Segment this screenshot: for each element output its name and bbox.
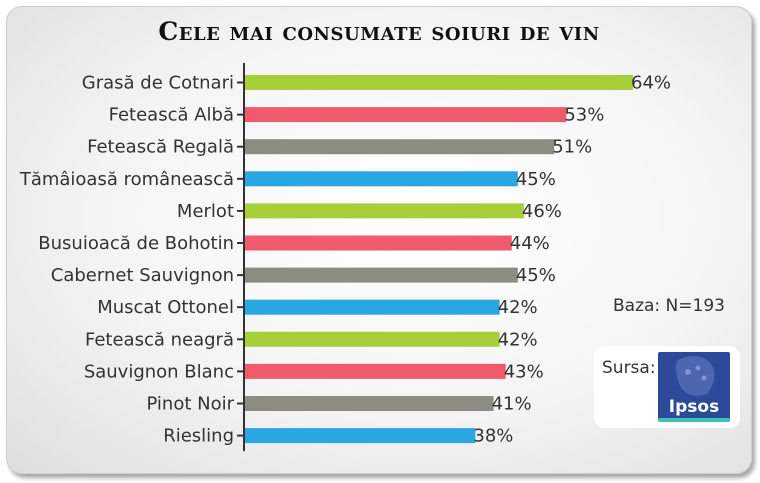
value-label: 53% bbox=[564, 105, 604, 126]
category-label: Merlot bbox=[177, 201, 234, 222]
logo-accent-bar bbox=[658, 418, 730, 422]
bar bbox=[245, 267, 518, 283]
category-label: Fetească Regală bbox=[87, 137, 234, 158]
chart-card: Cele mai consumate soiuri de vin Grasă d… bbox=[6, 6, 752, 474]
category-label: Tămâioasă românească bbox=[19, 169, 234, 190]
category-label: Busuioacă de Bohotin bbox=[38, 233, 234, 254]
bar bbox=[245, 363, 506, 379]
bar bbox=[245, 75, 633, 90]
value-label: 64% bbox=[631, 73, 671, 94]
ipsos-logo: Ipsos bbox=[658, 352, 730, 422]
bar bbox=[245, 299, 500, 315]
category-label: Pinot Noir bbox=[146, 394, 234, 415]
value-label: 38% bbox=[473, 426, 513, 447]
value-label: 41% bbox=[492, 394, 532, 415]
category-label: Cabernet Sauvignon bbox=[51, 265, 234, 286]
bar bbox=[245, 139, 555, 155]
category-label: Grasă de Cotnari bbox=[82, 73, 234, 94]
category-label: Fetească Albă bbox=[109, 105, 234, 126]
source-box: Sursa: Ipsos bbox=[594, 346, 740, 428]
value-label: 45% bbox=[516, 169, 556, 190]
bar bbox=[245, 331, 500, 347]
value-label: 44% bbox=[510, 233, 550, 254]
logo-text: Ipsos bbox=[668, 397, 720, 417]
bar bbox=[245, 107, 567, 123]
bar bbox=[245, 428, 476, 444]
category-label: Muscat Ottonel bbox=[97, 297, 234, 318]
value-label: 45% bbox=[516, 265, 556, 286]
value-label: 42% bbox=[498, 329, 538, 350]
value-label: 51% bbox=[552, 137, 592, 158]
chart-title: Cele mai consumate soiuri de vin bbox=[158, 17, 600, 46]
bar bbox=[245, 203, 524, 219]
category-label: Fetească neagră bbox=[85, 329, 234, 350]
value-label: 43% bbox=[504, 361, 544, 382]
bar-chart: Grasă de Cotnari 64% Fetească Albă 53% Fetea… bbox=[19, 63, 671, 452]
category-label: Sauvignon Blanc bbox=[84, 361, 234, 382]
value-label: 46% bbox=[522, 201, 562, 222]
sample-base-note: Baza: N=193 bbox=[613, 296, 725, 316]
bar bbox=[245, 171, 518, 187]
bar bbox=[245, 235, 512, 251]
category-label: Riesling bbox=[163, 426, 234, 447]
bar bbox=[245, 396, 494, 411]
source-label: Sursa: bbox=[602, 358, 656, 378]
value-label: 42% bbox=[498, 297, 538, 318]
head-silhouette-icon bbox=[675, 356, 715, 396]
